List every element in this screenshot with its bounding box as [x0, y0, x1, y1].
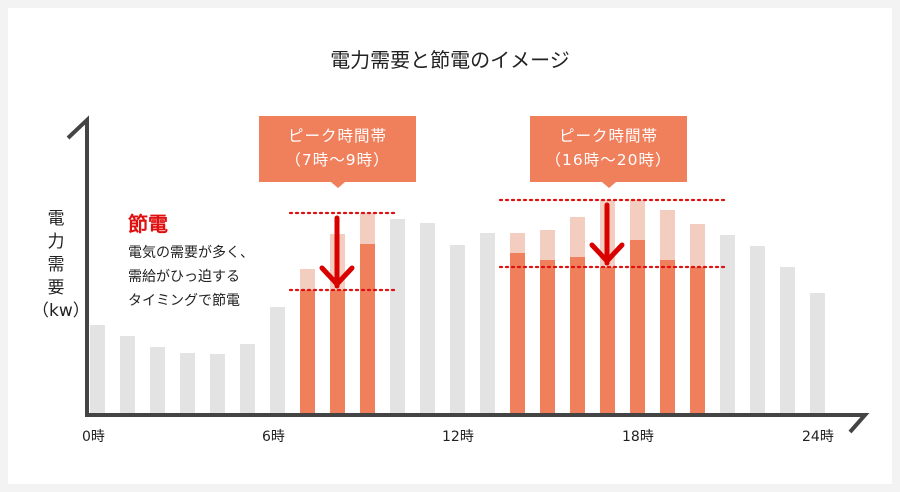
reduced-demand-bar — [360, 213, 375, 244]
arrow-head-icon — [589, 242, 625, 264]
saved-demand-bar — [360, 244, 375, 415]
x-tick-label: 18時 — [622, 429, 654, 445]
demand-bar — [120, 336, 135, 415]
saved-demand-bar — [600, 267, 615, 415]
callout-title: ピーク時間帯 — [558, 127, 658, 145]
demand-bar — [720, 235, 735, 415]
note-line: 需給がひっ迫する — [128, 269, 240, 285]
peak-callout-morning: ピーク時間帯 （7時～9時） — [259, 116, 416, 188]
y-label-char: 電 — [47, 209, 65, 229]
callout-range: （16時～20時） — [545, 151, 672, 169]
note-line: タイミングで節電 — [128, 293, 240, 309]
demand-bar — [390, 219, 405, 415]
demand-bar — [210, 354, 225, 415]
demand-bar — [750, 246, 765, 415]
chart-title: 電力需要と節電のイメージ — [330, 48, 570, 72]
saved-demand-bar — [540, 260, 555, 415]
saved-demand-bar — [630, 240, 645, 415]
x-tick-label: 24時 — [802, 429, 834, 445]
arrow-head-icon — [319, 265, 355, 287]
note-line: 電気の需要が多く、 — [128, 245, 254, 261]
note-heading: 節電 — [128, 212, 168, 236]
reduced-demand-bar — [300, 269, 315, 290]
demand-bar — [810, 293, 825, 415]
demand-bar — [240, 344, 255, 415]
power-saving-note: 節電 電気の需要が多く、 需給がひっ迫する タイミングで節電 — [128, 208, 254, 313]
y-label-char: 力 — [47, 232, 65, 252]
peak-callout-evening: ピーク時間帯 （16時～20時） — [530, 116, 687, 188]
y-axis — [66, 115, 89, 415]
y-label-char: 要 — [47, 278, 65, 298]
x-tick-label: 0時 — [82, 429, 105, 445]
x-tick-label: 12時 — [442, 429, 474, 445]
reduced-demand-bar — [630, 200, 645, 240]
demand-bar — [450, 245, 465, 415]
demand-bar — [780, 267, 795, 415]
saved-demand-bar — [510, 253, 525, 415]
x-axis — [85, 413, 870, 434]
demand-bar — [480, 233, 495, 415]
reduced-demand-bar — [570, 217, 585, 257]
x-tick-label: 6時 — [262, 429, 285, 445]
saved-demand-bar — [660, 260, 675, 415]
y-label-unit: （kw） — [32, 301, 90, 321]
callout-range: （7時～9時） — [285, 151, 390, 169]
reduced-demand-bar — [510, 233, 525, 253]
demand-bar — [270, 307, 285, 415]
demand-bar — [420, 223, 435, 415]
reduced-demand-bar — [690, 224, 705, 267]
demand-bar — [90, 325, 105, 415]
saved-demand-bar — [300, 290, 315, 415]
saved-demand-bar — [690, 267, 705, 415]
y-axis-label: 電 力 需 要 （kw） — [32, 208, 90, 323]
callout-title: ピーク時間帯 — [287, 127, 387, 145]
saved-demand-bar — [330, 290, 345, 415]
saved-demand-bar — [570, 257, 585, 415]
y-label-char: 需 — [47, 255, 65, 275]
reduced-demand-bar — [660, 210, 675, 260]
reduced-demand-bar — [540, 230, 555, 260]
demand-bar — [180, 353, 195, 415]
demand-bar — [150, 347, 165, 415]
